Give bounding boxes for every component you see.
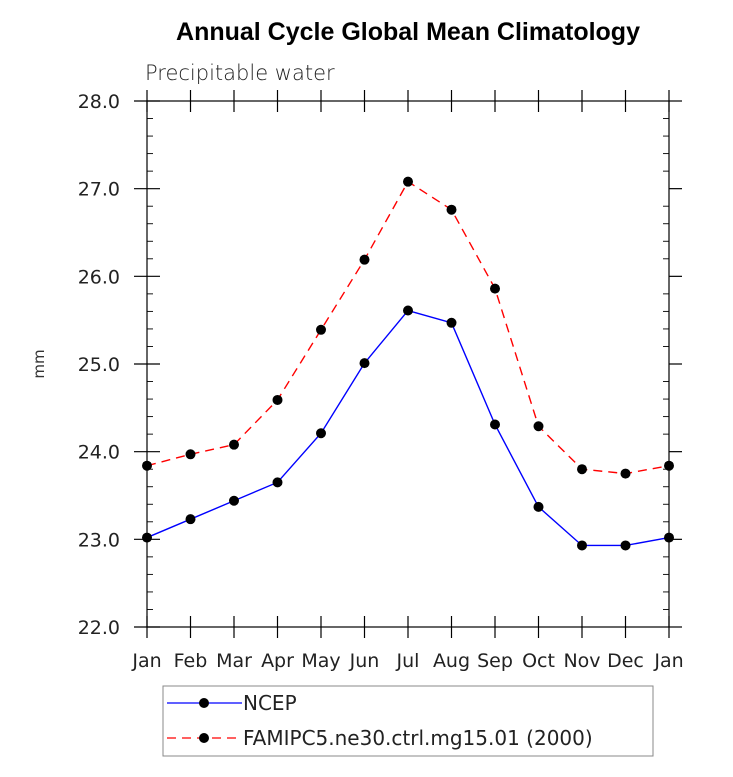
x-tick-label: May: [301, 650, 340, 672]
data-point-ncep: [577, 540, 587, 551]
legend-marker-ncep: [199, 698, 209, 708]
x-tick-label: Dec: [607, 650, 644, 672]
data-point-ncep: [272, 477, 283, 488]
data-point-famip: [620, 468, 631, 479]
x-tick-label: Feb: [174, 650, 208, 672]
legend-label-famip: FAMIPC5.ne30.ctrl.mg15.01 (2000): [243, 726, 593, 750]
data-point-ncep: [533, 501, 544, 512]
legend-box: [162, 685, 654, 757]
data-point-famip: [403, 176, 413, 187]
x-tick-label: Sep: [477, 650, 513, 672]
y-tick-label: 27.0: [78, 179, 120, 201]
chart-title: Annual Cycle Global Mean Climatology: [176, 18, 640, 46]
data-point-famip: [446, 204, 457, 215]
series-markers: [142, 176, 674, 551]
data-point-famip: [533, 421, 544, 432]
data-point-ncep: [664, 532, 674, 543]
data-point-famip: [272, 394, 283, 405]
data-point-famip: [316, 324, 326, 335]
axis-ticks: [134, 90, 682, 638]
y-tick-label: 24.0: [78, 442, 120, 464]
y-tick-label: 25.0: [78, 354, 120, 376]
x-tick-label: Apr: [261, 650, 294, 672]
data-point-ncep: [359, 358, 370, 369]
y-tick-label: 22.0: [78, 617, 120, 639]
x-tick-label: Aug: [433, 650, 470, 672]
x-tick-label: Jul: [396, 650, 420, 672]
data-point-ncep: [316, 428, 326, 439]
series-line-ncep: [146, 309, 670, 547]
data-point-famip: [185, 449, 196, 460]
data-point-ncep: [446, 317, 457, 328]
x-tick-label: Jun: [349, 650, 380, 672]
data-point-ncep: [229, 495, 239, 506]
x-tick-label: Mar: [216, 650, 252, 672]
y-tick-label: 23.0: [78, 529, 120, 551]
legend-marker-famip: [199, 733, 209, 743]
data-point-famip: [229, 439, 239, 450]
x-tick-label: Jan: [131, 650, 161, 672]
legend-label-ncep: NCEP: [243, 691, 297, 715]
chart-subtitle: Precipitable water: [145, 61, 335, 85]
data-point-famip: [359, 254, 370, 265]
data-point-famip: [142, 460, 152, 471]
data-point-ncep: [142, 532, 152, 543]
y-tick-label: 28.0: [78, 91, 120, 113]
y-axis-label: mm: [30, 349, 48, 378]
y-tick-label: 26.0: [78, 266, 120, 288]
x-tick-label: Jan: [653, 650, 683, 672]
legend: NCEP FAMIPC5.ne30.ctrl.mg15.01 (2000): [162, 685, 654, 757]
data-point-ncep: [620, 540, 631, 551]
data-point-famip: [664, 460, 674, 471]
data-point-famip: [490, 283, 500, 294]
x-tick-labels: Jan Feb Mar Apr May Jun Jul Aug Sep Oct Nov Dec Jan: [131, 650, 683, 672]
x-tick-label: Oct: [522, 650, 555, 672]
y-tick-labels: 22.0 23.0 24.0 25.0 26.0 27.0 28.0: [78, 91, 120, 639]
data-point-famip: [577, 464, 587, 475]
data-point-ncep: [403, 305, 413, 316]
data-point-ncep: [490, 419, 500, 430]
series-line-famip: [146, 180, 670, 475]
series-lines: [146, 180, 670, 547]
data-point-ncep: [185, 514, 196, 525]
x-tick-label: Nov: [563, 650, 600, 672]
